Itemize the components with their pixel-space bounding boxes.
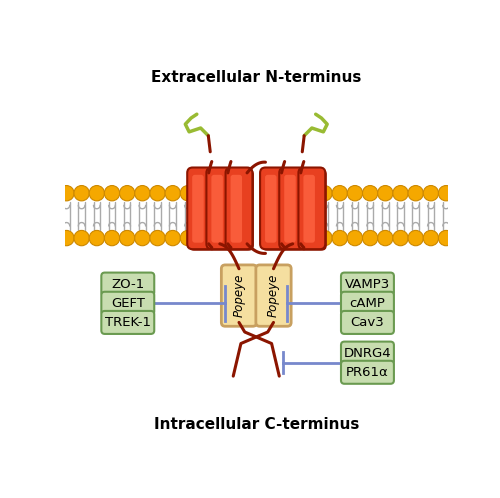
Circle shape bbox=[317, 231, 332, 246]
Text: Cav3: Cav3 bbox=[350, 316, 384, 329]
FancyBboxPatch shape bbox=[227, 169, 254, 250]
Circle shape bbox=[59, 231, 74, 246]
FancyBboxPatch shape bbox=[300, 169, 327, 250]
Circle shape bbox=[134, 186, 150, 201]
Circle shape bbox=[165, 231, 180, 246]
Circle shape bbox=[362, 186, 378, 201]
Circle shape bbox=[134, 231, 150, 246]
Circle shape bbox=[89, 231, 104, 246]
Circle shape bbox=[59, 186, 74, 201]
FancyBboxPatch shape bbox=[341, 342, 394, 365]
Circle shape bbox=[74, 186, 90, 201]
Circle shape bbox=[150, 186, 165, 201]
FancyBboxPatch shape bbox=[102, 292, 154, 315]
Text: DNRG4: DNRG4 bbox=[344, 347, 392, 360]
Text: TREK-1: TREK-1 bbox=[105, 316, 151, 329]
Circle shape bbox=[408, 186, 424, 201]
Circle shape bbox=[438, 186, 454, 201]
Circle shape bbox=[317, 186, 332, 201]
Circle shape bbox=[423, 186, 438, 201]
FancyBboxPatch shape bbox=[265, 175, 276, 243]
Circle shape bbox=[378, 231, 393, 246]
Text: PR61α: PR61α bbox=[346, 366, 389, 379]
Text: cAMP: cAMP bbox=[350, 297, 386, 310]
FancyBboxPatch shape bbox=[341, 361, 394, 384]
Circle shape bbox=[74, 231, 90, 246]
FancyBboxPatch shape bbox=[226, 167, 252, 249]
Text: GEFT: GEFT bbox=[111, 297, 144, 310]
Circle shape bbox=[120, 231, 135, 246]
Circle shape bbox=[332, 186, 347, 201]
Circle shape bbox=[332, 231, 347, 246]
FancyBboxPatch shape bbox=[102, 272, 154, 296]
FancyBboxPatch shape bbox=[256, 265, 291, 326]
Text: ZO-1: ZO-1 bbox=[111, 277, 144, 291]
Circle shape bbox=[393, 186, 408, 201]
FancyBboxPatch shape bbox=[280, 167, 306, 249]
FancyBboxPatch shape bbox=[304, 175, 315, 243]
FancyBboxPatch shape bbox=[192, 175, 203, 243]
Circle shape bbox=[120, 186, 135, 201]
FancyBboxPatch shape bbox=[262, 169, 288, 250]
Circle shape bbox=[165, 186, 180, 201]
Circle shape bbox=[348, 231, 362, 246]
Circle shape bbox=[104, 231, 120, 246]
Circle shape bbox=[423, 231, 438, 246]
FancyBboxPatch shape bbox=[102, 311, 154, 334]
FancyBboxPatch shape bbox=[230, 175, 242, 243]
FancyBboxPatch shape bbox=[341, 272, 394, 296]
Text: Extracellular N-terminus: Extracellular N-terminus bbox=[151, 71, 362, 86]
Circle shape bbox=[362, 231, 378, 246]
FancyBboxPatch shape bbox=[222, 265, 256, 326]
FancyBboxPatch shape bbox=[189, 169, 216, 250]
FancyBboxPatch shape bbox=[341, 311, 394, 334]
FancyBboxPatch shape bbox=[341, 292, 394, 315]
Circle shape bbox=[150, 231, 165, 246]
Circle shape bbox=[89, 186, 104, 201]
FancyBboxPatch shape bbox=[206, 167, 233, 249]
Circle shape bbox=[180, 186, 196, 201]
FancyBboxPatch shape bbox=[208, 169, 235, 250]
FancyBboxPatch shape bbox=[298, 167, 326, 249]
Circle shape bbox=[408, 231, 424, 246]
FancyBboxPatch shape bbox=[212, 175, 223, 243]
Circle shape bbox=[438, 231, 454, 246]
FancyBboxPatch shape bbox=[187, 167, 214, 249]
Circle shape bbox=[104, 186, 120, 201]
FancyBboxPatch shape bbox=[281, 169, 307, 250]
FancyBboxPatch shape bbox=[260, 167, 287, 249]
Circle shape bbox=[348, 186, 362, 201]
Text: Popeye: Popeye bbox=[232, 274, 245, 317]
Text: Popeye: Popeye bbox=[267, 274, 280, 317]
Circle shape bbox=[393, 231, 408, 246]
Circle shape bbox=[378, 186, 393, 201]
FancyBboxPatch shape bbox=[284, 175, 296, 243]
Text: Intracellular C-terminus: Intracellular C-terminus bbox=[154, 417, 359, 432]
Circle shape bbox=[180, 231, 196, 246]
Text: VAMP3: VAMP3 bbox=[345, 277, 390, 291]
